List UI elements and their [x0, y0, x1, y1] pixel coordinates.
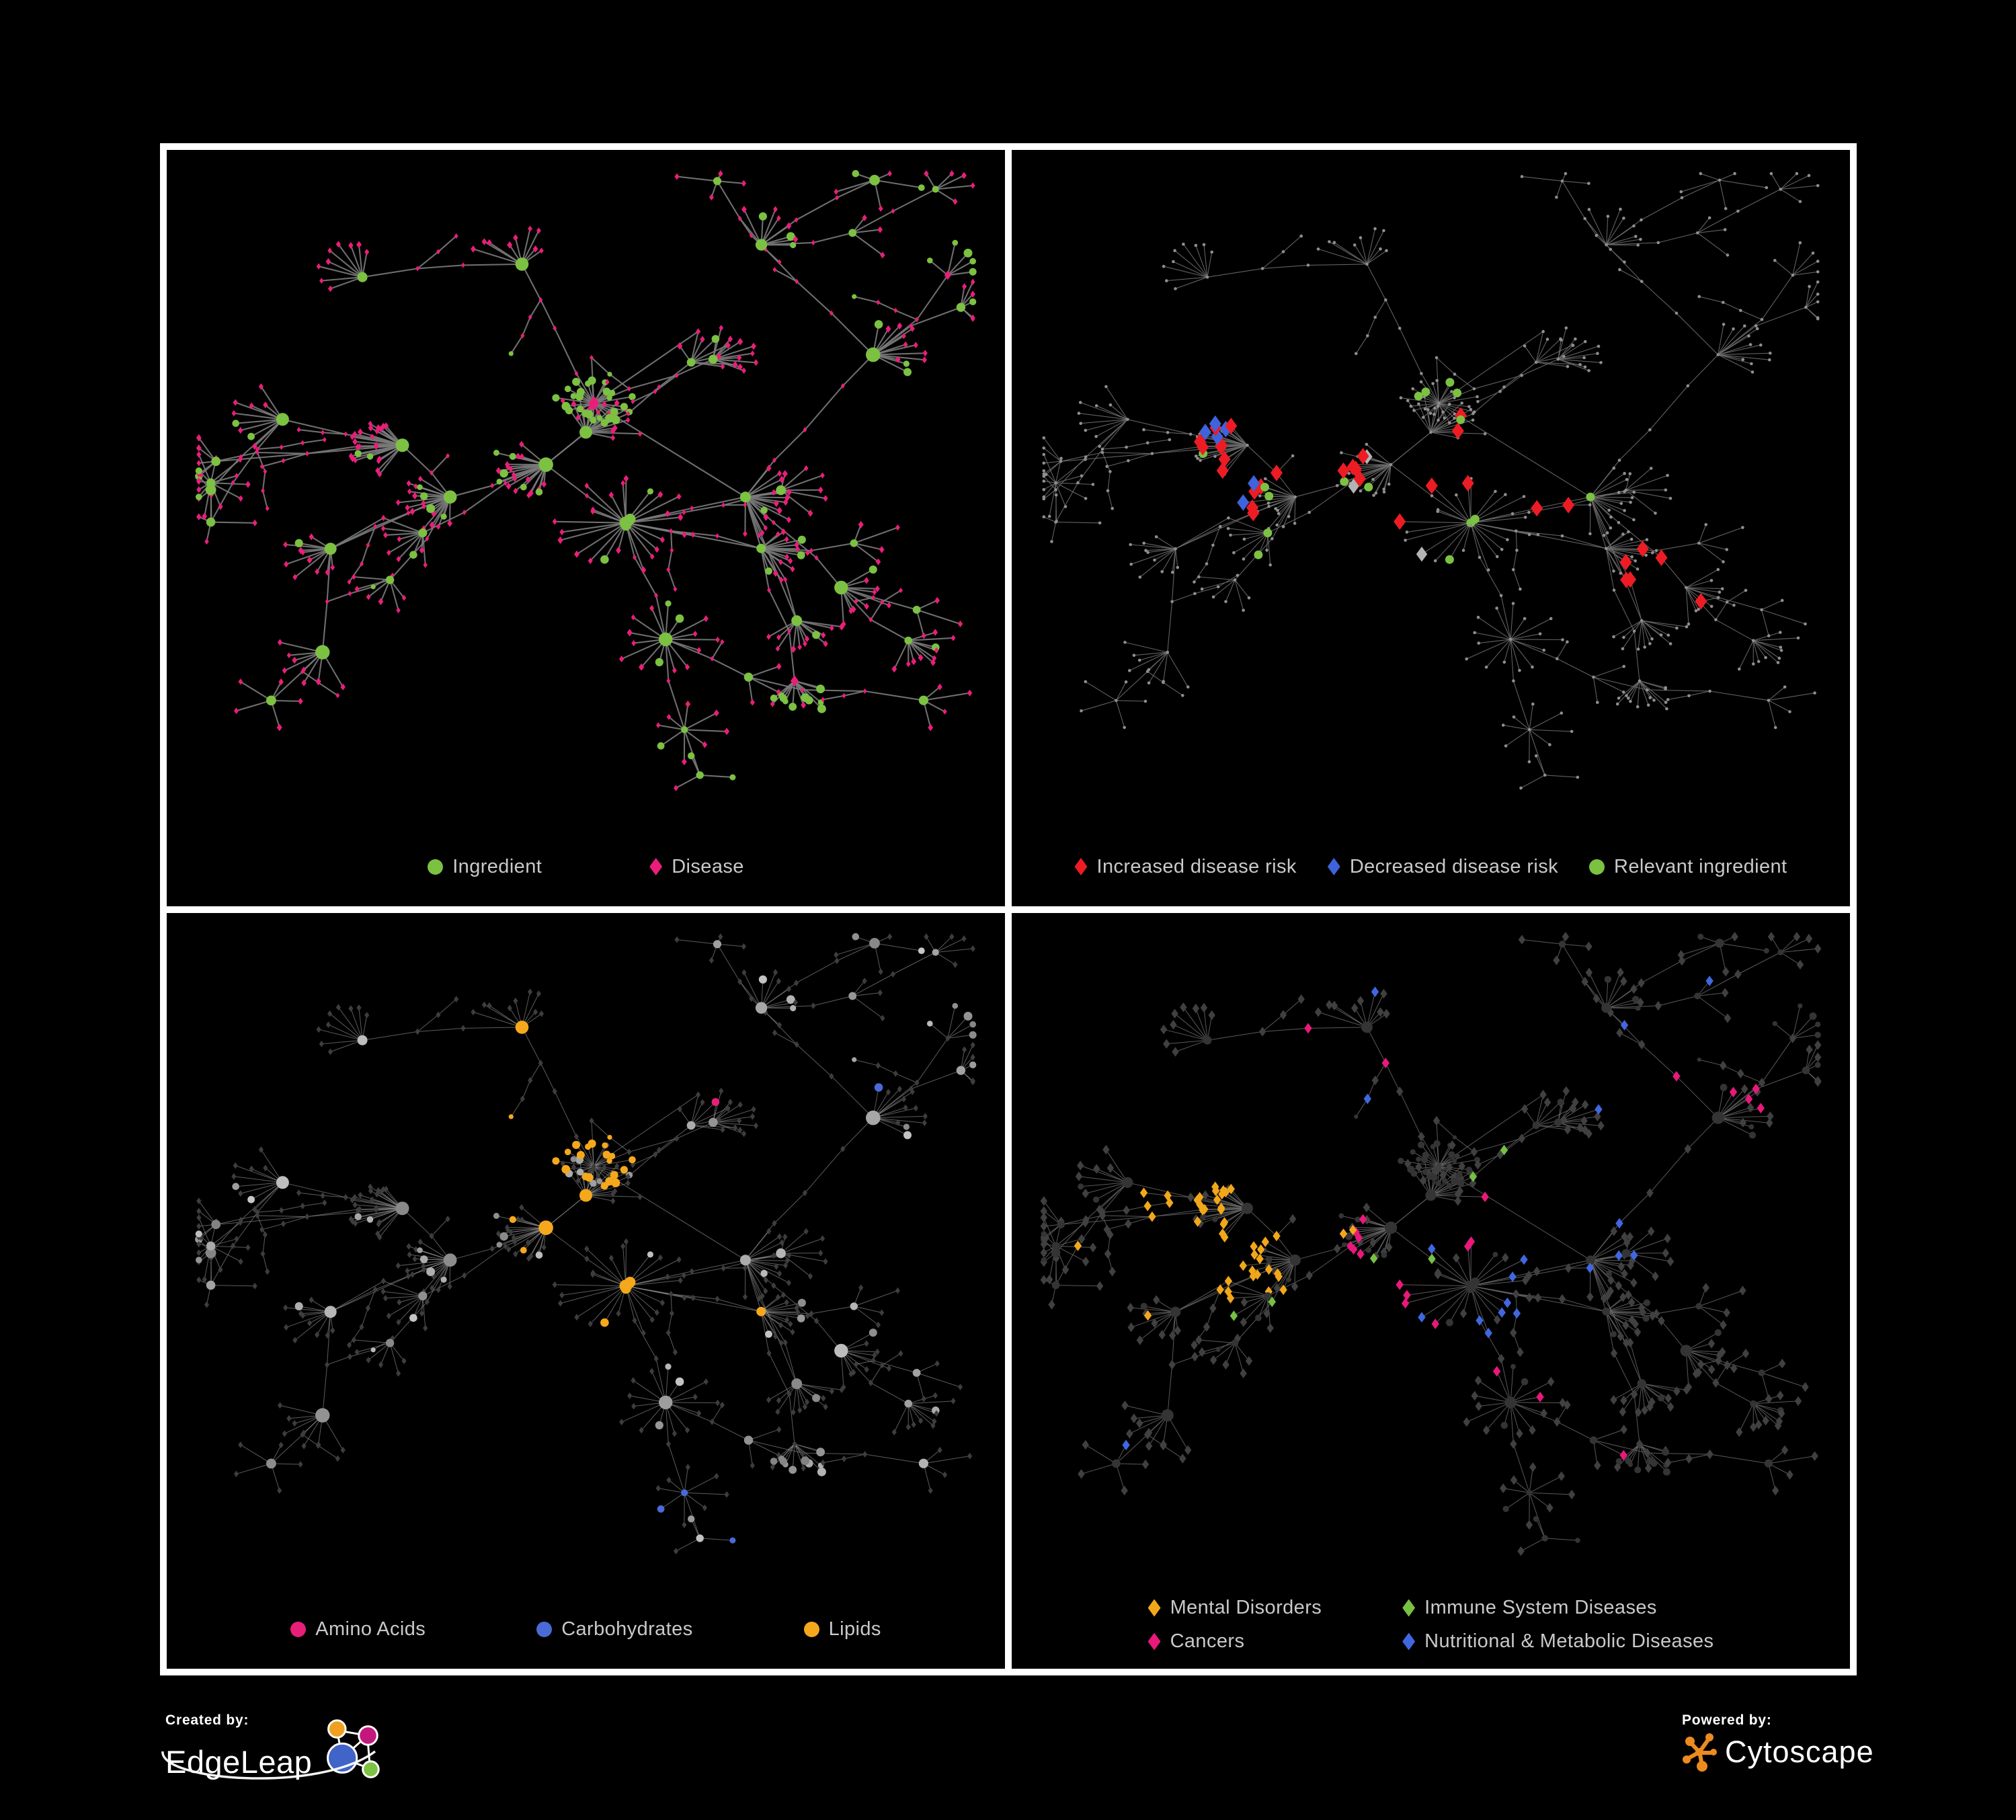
- ingredient-marker-icon: [428, 859, 444, 875]
- cytoscape-logo: [1683, 1733, 1717, 1772]
- disease-risk-network: [1042, 171, 1820, 790]
- legend-label: Relevant ingredient: [1614, 855, 1787, 877]
- legend-label: Lipids: [828, 1618, 881, 1640]
- legend-item-relevant-ingredient: Relevant ingredient: [1589, 856, 1787, 878]
- edgeleap-node-green: [362, 1760, 380, 1778]
- legend-label: Amino Acids: [315, 1618, 426, 1640]
- created-by-label: Created by:: [165, 1712, 249, 1728]
- legend-label: Immune System Diseases: [1424, 1597, 1657, 1618]
- disease-categories-legend: Mental Disorders Cancers Immune System D…: [1012, 1597, 1850, 1653]
- immune-system-diseases-marker-icon: [1402, 1599, 1416, 1617]
- increased-risk-marker-icon: [1074, 858, 1088, 875]
- relevant-ingredient-marker-icon: [1589, 859, 1605, 875]
- panel-ingredient-disease: Ingredient Disease: [167, 150, 1005, 906]
- decreased-risk-marker-icon: [1327, 858, 1340, 875]
- cytoscape-wordmark: Cytoscape: [1725, 1735, 1874, 1769]
- lipids-marker-icon: [803, 1622, 819, 1637]
- legend-label: Increased disease risk: [1096, 855, 1297, 877]
- nutritional-metabolic-diseases-marker-icon: [1402, 1632, 1416, 1651]
- edgeleap-wordmark: EdgeLeap: [165, 1743, 313, 1780]
- legend-item-disease: Disease: [649, 856, 744, 878]
- created-by-brand: Created by: EdgeLeap: [161, 1712, 407, 1813]
- legend-label: Ingredient: [452, 855, 542, 877]
- edgeleap-node-blue: [327, 1742, 358, 1774]
- legend-label: Nutritional & Metabolic Diseases: [1424, 1630, 1714, 1652]
- edgeleap-node-magenta: [358, 1725, 379, 1746]
- ingredient-classes-network: [195, 933, 977, 1554]
- panels-grid: Ingredient Disease Increased disease ris…: [160, 143, 1857, 1675]
- disease-categories-network: [1040, 931, 1822, 1556]
- disease-risk-legend: Increased disease risk Decreased disease…: [1012, 856, 1850, 878]
- disease-marker-icon: [649, 858, 663, 875]
- ingredient-classes-legend: Amino Acids Carbohydrates Lipids: [167, 1618, 1005, 1640]
- legend-label: Decreased disease risk: [1349, 855, 1559, 877]
- legend-item-ingredient: Ingredient: [428, 856, 542, 878]
- panel-ingredient-classes: Amino Acids Carbohydrates Lipids: [167, 912, 1005, 1669]
- carbohydrates-marker-icon: [536, 1622, 553, 1637]
- powered-by-brand: Powered by: Cytoscape: [1682, 1712, 1964, 1793]
- legend-label: Cancers: [1170, 1630, 1245, 1652]
- ingredient-disease-network: [195, 169, 977, 791]
- ingredient-disease-legend: Ingredient Disease: [167, 856, 1005, 878]
- legend-label: Disease: [672, 855, 744, 877]
- powered-by-label: Powered by:: [1682, 1712, 1772, 1728]
- edgeleap-node-orange: [327, 1719, 347, 1739]
- legend-item-carbohydrates: Carbohydrates: [536, 1618, 692, 1640]
- edgeleap-logo: [327, 1719, 380, 1778]
- legend-item-lipids: Lipids: [803, 1618, 881, 1640]
- legend-item-nutritional-metabolic-diseases: Nutritional & Metabolic Diseases: [1402, 1630, 1713, 1653]
- legend-item-amino-acids: Amino Acids: [290, 1618, 426, 1640]
- mental-disorders-marker-icon: [1147, 1599, 1161, 1617]
- legend-item-decreased-risk: Decreased disease risk: [1327, 855, 1559, 878]
- legend-label: Mental Disorders: [1170, 1597, 1322, 1618]
- amino-acids-marker-icon: [290, 1622, 307, 1637]
- legend-item-increased-risk: Increased disease risk: [1074, 856, 1296, 878]
- legend-item-mental-disorders: Mental Disorders: [1147, 1597, 1322, 1619]
- cancers-marker-icon: [1147, 1632, 1161, 1651]
- panel-disease-risk: Increased disease risk Decreased disease…: [1012, 150, 1850, 906]
- legend-item-immune-system-diseases: Immune System Diseases: [1402, 1597, 1657, 1619]
- panel-disease-categories: Mental Disorders Cancers Immune System D…: [1012, 912, 1850, 1669]
- legend-item-cancers: Cancers: [1147, 1630, 1245, 1653]
- legend-label: Carbohydrates: [561, 1618, 693, 1640]
